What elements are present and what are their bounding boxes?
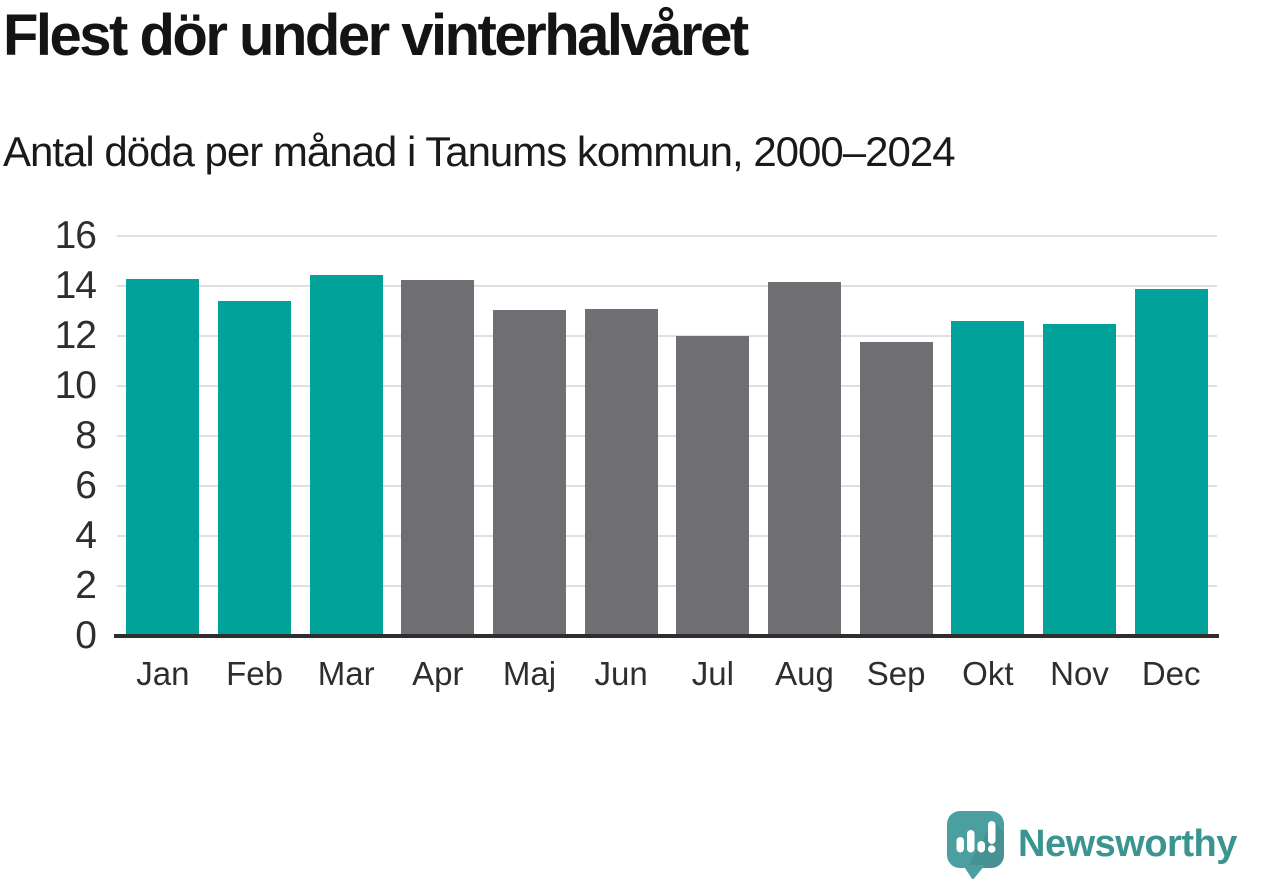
- x-axis-label-maj: Maj: [502, 655, 557, 692]
- x-axis-label-mar: Mar: [317, 655, 375, 692]
- bar-apr: [401, 279, 475, 636]
- x-axis-line: [114, 634, 1219, 638]
- x-axis-label-aug: Aug: [775, 655, 834, 692]
- y-axis-tick-label: 10: [54, 364, 97, 407]
- y-axis-tick-label: 8: [75, 414, 97, 457]
- x-axis-label-nov: Nov: [1050, 655, 1109, 692]
- x-axis-label-dec: Dec: [1141, 655, 1201, 692]
- gridline: [117, 335, 1217, 337]
- plot-area: [114, 235, 1219, 638]
- page-subtitle: Antal döda per månad i Tanums kommun, 20…: [3, 128, 956, 175]
- bar-maj: [493, 309, 566, 636]
- gridline: [117, 235, 1217, 237]
- y-axis-tick-label: 4: [75, 514, 97, 557]
- bar-feb: [218, 301, 291, 636]
- gridline: [117, 585, 1217, 587]
- bar-aug: [768, 282, 841, 636]
- page-title: Flest dör under vinterhalvåret: [3, 3, 749, 68]
- bar-okt: [951, 321, 1025, 636]
- gridline: [117, 435, 1217, 437]
- y-axis-tick-label: 14: [54, 264, 97, 307]
- y-axis-tick-label: 16: [54, 214, 97, 257]
- bar-sep: [859, 342, 933, 636]
- gridline: [117, 285, 1217, 287]
- x-axis-label-feb: Feb: [226, 655, 283, 692]
- x-axis-label-jul: Jul: [691, 655, 734, 692]
- x-axis-label-jun: Jun: [594, 655, 648, 692]
- x-axis-label-jan: Jan: [136, 655, 190, 692]
- y-axis-tick-label: 12: [54, 314, 97, 357]
- x-axis-label-okt: Okt: [962, 655, 1014, 692]
- bar-mar: [309, 274, 383, 636]
- bar-jan: [126, 278, 200, 636]
- bar-nov: [1043, 323, 1116, 636]
- newsworthy-brand-text: Newsworthy: [1018, 823, 1237, 865]
- x-axis-label-apr: Apr: [412, 655, 464, 692]
- bar-jun: [584, 308, 658, 636]
- bar-jul: [676, 336, 750, 636]
- newsworthy-speech-bubble-bar-chart-icon: [947, 811, 1004, 879]
- gridline: [117, 535, 1217, 537]
- newsworthy-logo: Newsworthy: [946, 810, 1237, 879]
- x-axis-label-sep: Sep: [866, 655, 926, 692]
- y-axis-tick-label: 6: [75, 464, 97, 507]
- bar-dec: [1134, 288, 1208, 636]
- y-axis-tick-label: 0: [75, 614, 97, 657]
- gridline: [117, 485, 1217, 487]
- y-axis-tick-label: 2: [75, 564, 97, 607]
- gridline: [117, 385, 1217, 387]
